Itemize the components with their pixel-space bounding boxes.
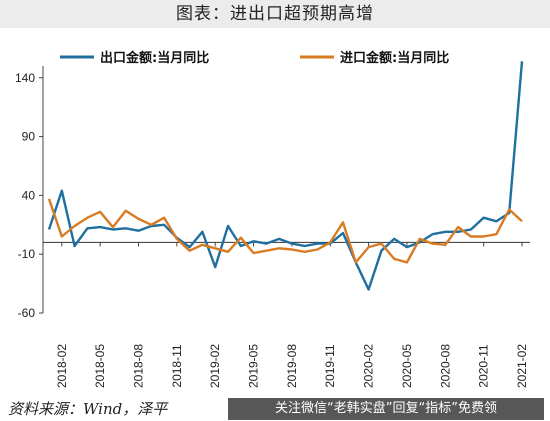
legend-label-1: 进口金额:当月同比 [340,50,449,66]
x-tick-label: 2018-05 [93,344,107,388]
x-tick-label: 2020-05 [400,344,414,388]
x-tick-label: 2018-08 [131,344,145,388]
x-tick-label: 2018-11 [170,344,184,387]
y-tick-label: 90 [22,130,36,144]
promo-banner[interactable]: 关注微信“老韩实盘”回复“指标”免费领 [228,398,544,420]
x-tick-label: 2019-11 [323,344,337,387]
y-tick-label: -60 [18,306,36,320]
x-tick-label: 2019-02 [208,344,222,388]
y-tick-label: -10 [18,247,36,261]
x-tick-label: 2020-02 [362,344,376,388]
x-tick-label: 2020-11 [477,344,491,387]
y-tick-label: 140 [15,71,35,85]
series-line-1 [47,198,523,264]
legend-label-0: 出口金额:当月同比 [100,50,209,66]
x-tick-label: 2019-08 [285,344,299,388]
x-tick-label: 2020-08 [438,344,452,388]
x-tick-label: 2021-02 [515,344,529,388]
source-note: 资料来源：Wind，泽平 [8,400,168,418]
chart-title: 图表：进出口超预期高增 [0,0,550,28]
x-tick-label: 2018-02 [55,344,69,388]
series-line-0 [47,61,524,291]
y-tick-label: 40 [22,188,36,202]
x-tick-label: 2019-05 [247,344,261,388]
line-chart: 140 90 40 -10 -60 2018-02 2018-05 2018-08 2018-… [15,50,530,388]
